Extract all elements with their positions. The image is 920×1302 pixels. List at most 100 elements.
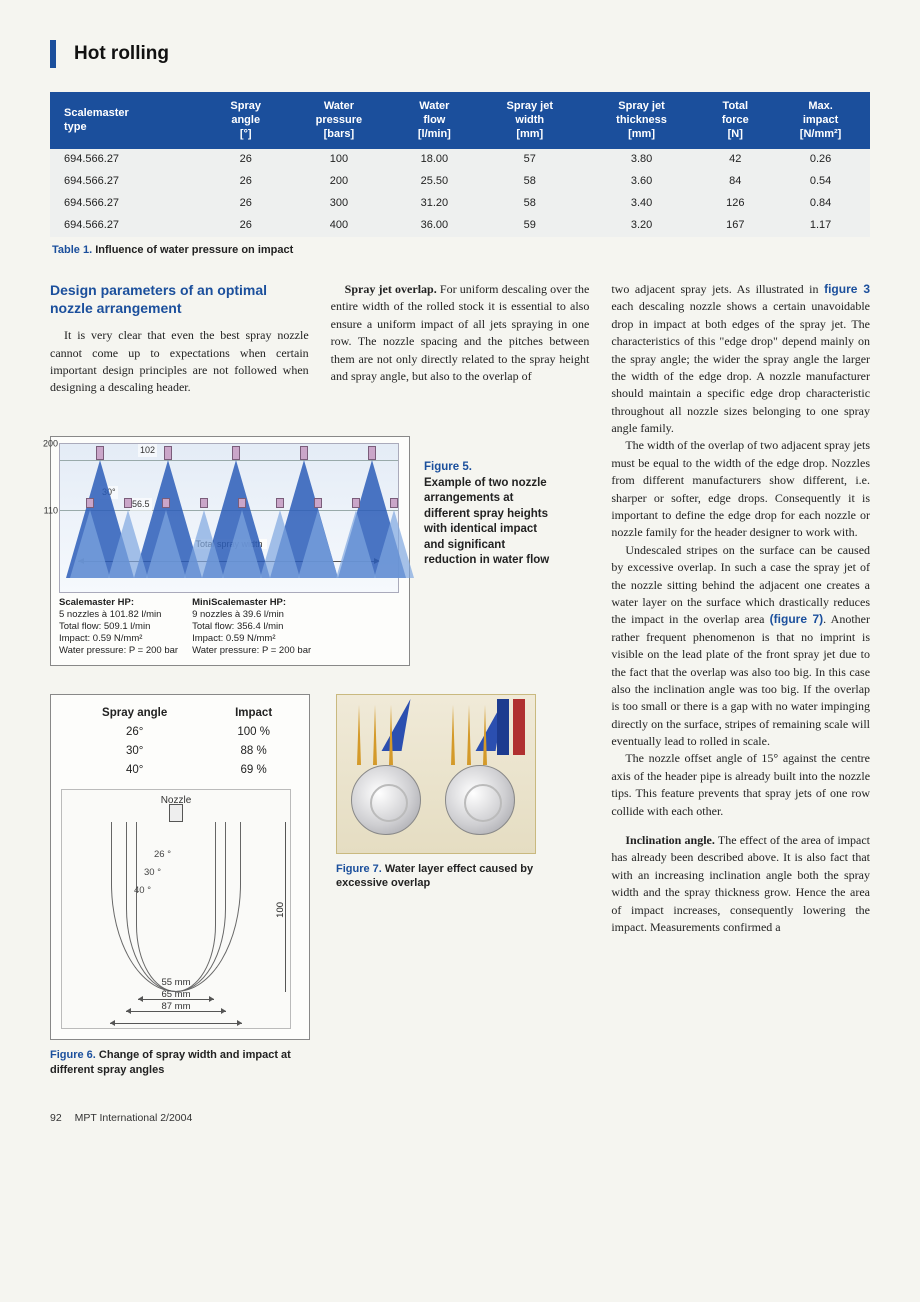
cell: 31.20 <box>393 193 476 215</box>
table-row: 694.566.272610018.00573.80420.26 <box>50 149 870 171</box>
cell: 26 <box>206 149 285 171</box>
cell: 100 % <box>208 723 299 742</box>
figure-5-caption: Figure 5. Example of two nozzle arrangem… <box>424 436 554 665</box>
cell: 694.566.27 <box>50 171 206 193</box>
cell: 57 <box>476 149 584 171</box>
figure-5-box: 200 110 102 30° 56.5 Total spray width S… <box>50 436 410 665</box>
th: Spray angle <box>61 703 208 724</box>
jet-icon <box>382 699 421 751</box>
th: Waterpressure[bars] <box>285 92 393 149</box>
table-row: 694.566.272620025.50583.60840.54 <box>50 171 870 193</box>
bar-icon <box>497 699 509 755</box>
cell: 59 <box>476 215 584 237</box>
cell: 3.80 <box>584 149 700 171</box>
th: Max.impact[N/mm²] <box>771 92 870 149</box>
run-in-label: Spray jet overlap. <box>345 282 437 296</box>
page-footer: 92 MPT International 2/2004 <box>50 1111 870 1126</box>
dim-87: 87 mm <box>110 1010 242 1025</box>
table-row: 30°88 % <box>61 742 299 761</box>
cell: 0.54 <box>771 171 870 193</box>
caption-text: Influence of water pressure on impact <box>95 244 293 256</box>
header-accent-bar <box>50 40 56 68</box>
fan-label: 40 ° <box>134 884 151 898</box>
cell: 36.00 <box>393 215 476 237</box>
spec-left: Scalemaster HP: 5 nozzles à 101.82 l/min… <box>59 597 178 656</box>
cell: 400 <box>285 215 393 237</box>
figure-6: Spray angle Impact 26°100 %30°88 %40°69 … <box>50 694 310 1077</box>
figure-7-image <box>336 694 536 854</box>
page-header: Hot rolling <box>50 40 870 68</box>
table-row: 40°69 % <box>61 761 299 780</box>
cell: 200 <box>285 171 393 193</box>
spray-icon <box>357 705 361 765</box>
figure-6-box: Spray angle Impact 26°100 %30°88 %40°69 … <box>50 694 310 1041</box>
cell: 88 % <box>208 742 299 761</box>
cell: 126 <box>699 193 771 215</box>
cell: 3.40 <box>584 193 700 215</box>
fan-40 <box>111 822 241 992</box>
fan-label: 26 ° <box>154 848 171 862</box>
figure-ref: figure 3 <box>824 282 870 296</box>
spray-icon <box>389 705 393 765</box>
publication-info: MPT International 2/2004 <box>75 1112 193 1124</box>
dim-100: 100 <box>276 822 286 992</box>
spray-icon <box>451 705 455 765</box>
th: Scalemastertype <box>50 92 206 149</box>
cell: 30° <box>61 742 208 761</box>
spec-right: MiniScalemaster HP: 9 nozzles à 39.6 l/m… <box>192 597 311 656</box>
cell: 167 <box>699 215 771 237</box>
cell: 694.566.27 <box>50 149 206 171</box>
cell: 40° <box>61 761 208 780</box>
spray-icon <box>373 705 377 765</box>
figure-6-caption: Figure 6. Change of spray width and impa… <box>50 1048 310 1077</box>
table-row: 694.566.272640036.00593.201671.17 <box>50 215 870 237</box>
table-row: 26°100 % <box>61 723 299 742</box>
roll-left <box>351 765 421 835</box>
th: Spray jetthickness[mm] <box>584 92 700 149</box>
figure-7: Figure 7. Water layer effect caused by e… <box>336 694 546 891</box>
cell: 694.566.27 <box>50 215 206 237</box>
cell: 84 <box>699 171 771 193</box>
figure-5: 200 110 102 30° 56.5 Total spray width S… <box>50 436 582 665</box>
figure-6-table: Spray angle Impact 26°100 %30°88 %40°69 … <box>61 703 299 780</box>
th: Waterflow[l/min] <box>393 92 476 149</box>
ytick: 110 <box>44 504 58 517</box>
th: Impact <box>208 703 299 724</box>
caption-label: Figure 5. <box>424 461 472 473</box>
table-1-caption: Table 1. Influence of water pressure on … <box>52 243 870 259</box>
roll-right <box>445 765 515 835</box>
table-1: Scalemastertype Sprayangle[°] Waterpress… <box>50 92 870 237</box>
text: two adjacent spray jets. As illustrated … <box>611 282 824 296</box>
cell: 42 <box>699 149 771 171</box>
cell: 0.26 <box>771 149 870 171</box>
figure-5-specs: Scalemaster HP: 5 nozzles à 101.82 l/min… <box>59 597 401 656</box>
cell: 25.50 <box>393 171 476 193</box>
cell: 0.84 <box>771 193 870 215</box>
caption-text: Example of two nozzle arrangements at di… <box>424 477 549 567</box>
cell: 3.20 <box>584 215 700 237</box>
figure-7-caption: Figure 7. Water layer effect caused by e… <box>336 862 546 891</box>
cell: 26° <box>61 723 208 742</box>
cell: 300 <box>285 193 393 215</box>
cell: 26 <box>206 171 285 193</box>
figure-6-diagram: Nozzle 26 ° 30 ° 40 ° 100 55 mm 65 mm 87… <box>61 789 291 1029</box>
th: Sprayangle[°] <box>206 92 285 149</box>
cell: 18.00 <box>393 149 476 171</box>
cell: 26 <box>206 193 285 215</box>
cell: 69 % <box>208 761 299 780</box>
cell: 58 <box>476 171 584 193</box>
section-title: Hot rolling <box>74 40 169 68</box>
caption-label: Table 1. <box>52 244 92 256</box>
caption-label: Figure 7. <box>336 863 382 875</box>
table-row: 694.566.272630031.20583.401260.84 <box>50 193 870 215</box>
nozzle-icon <box>169 804 183 822</box>
cell: 100 <box>285 149 393 171</box>
fan-label: 30 ° <box>144 866 161 880</box>
caption-label: Figure 6. <box>50 1049 96 1061</box>
bar-icon <box>513 699 525 755</box>
th: Spray jetwidth[mm] <box>476 92 584 149</box>
ytick: 200 <box>43 438 58 451</box>
table-1-header-row: Scalemastertype Sprayangle[°] Waterpress… <box>50 92 870 149</box>
spray-icon <box>467 705 471 765</box>
figure-5-diagram: 200 110 102 30° 56.5 Total spray width <box>59 443 399 593</box>
